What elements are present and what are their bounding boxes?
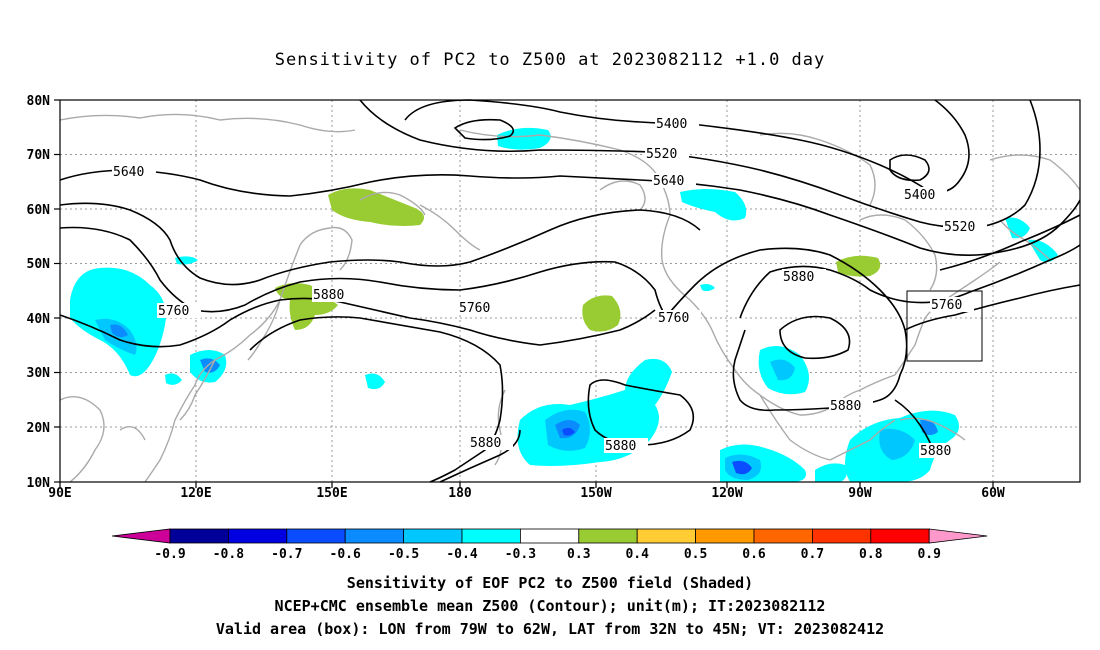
contour-label: 5880 <box>920 444 951 459</box>
lon-label: 120E <box>180 486 211 501</box>
lat-label: 20N <box>27 421 51 436</box>
colorbar-swatch <box>227 528 288 544</box>
latitude-labels: 80N 70N 60N 50N 40N 30N 20N 10N <box>27 94 51 491</box>
colorbar-label: -0.5 <box>388 547 419 562</box>
lat-label: 50N <box>27 257 51 272</box>
contour-label: 5640 <box>653 174 684 189</box>
colorbar-label: -0.9 <box>154 547 185 562</box>
colorbar-label: 0.9 <box>917 547 940 562</box>
contour-label: 5400 <box>904 188 935 203</box>
contour-label: 5520 <box>646 147 677 162</box>
colorbar-swatch <box>578 528 638 544</box>
colorbar-swatch <box>753 528 813 544</box>
colorbar-swatch <box>169 528 229 544</box>
caption-line-2: NCEP+CMC ensemble mean Z500 (Contour); u… <box>274 597 826 615</box>
colorbar-label: 0.4 <box>625 547 649 562</box>
contour-label: 5880 <box>313 288 344 303</box>
lon-label: 90W <box>848 486 872 501</box>
lat-label: 60N <box>27 203 51 218</box>
colorbar-left-arrow <box>111 528 171 544</box>
contour-label: 5520 <box>944 220 975 235</box>
colorbar-swatch <box>520 528 580 544</box>
lat-label: 80N <box>27 94 51 109</box>
colorbar-label: 0.5 <box>684 547 707 562</box>
lat-label: 30N <box>27 366 51 381</box>
colorbar-label: -0.4 <box>446 547 477 562</box>
colorbar-label: 0.7 <box>801 547 824 562</box>
lon-label: 150E <box>316 486 347 501</box>
colorbar-swatch <box>636 528 697 544</box>
contour-label-group: 5400 5520 5640 5400 5520 5640 5760 5880 … <box>112 116 987 459</box>
colorbar-label: -0.6 <box>330 547 361 562</box>
colorbar-swatch <box>812 528 872 544</box>
colorbar: -0.9 -0.8 -0.7 -0.6 -0.5 -0.4 -0.3 0.3 0.4 0.5 0.6… <box>111 528 988 562</box>
contour-label: 5880 <box>605 439 636 454</box>
contour-label: 5760 <box>158 304 189 319</box>
lat-label: 40N <box>27 312 51 327</box>
lon-label: 150W <box>580 486 611 501</box>
lon-label: 120W <box>711 486 742 501</box>
colorbar-label: 0.3 <box>567 547 590 562</box>
contour-label: 5640 <box>113 165 144 180</box>
sensitivity-shading <box>70 127 1058 482</box>
contour-label: 5400 <box>656 117 687 132</box>
colorbar-swatch <box>695 528 755 544</box>
colorbar-swatch <box>344 528 405 544</box>
coastlines <box>59 113 1081 483</box>
contour-label: 5760 <box>658 311 689 326</box>
colorbar-right-arrow <box>928 528 988 544</box>
colorbar-label: -0.8 <box>213 547 244 562</box>
colorbar-label: 0.6 <box>742 547 766 562</box>
longitude-labels: 90E 120E 150E 180 150W 120W 90W 60W <box>48 486 1005 501</box>
lon-label: 90E <box>48 486 71 501</box>
lat-label: 70N <box>27 148 51 163</box>
colorbar-swatch <box>461 528 521 544</box>
contour-label: 5880 <box>470 436 501 451</box>
axis-ticks <box>54 99 994 488</box>
colorbar-label: -0.3 <box>505 547 536 562</box>
colorbar-swatch <box>870 528 930 544</box>
chart-title: Sensitivity of PC2 to Z500 at 2023082112… <box>274 50 826 70</box>
caption-line-3: Valid area (box): LON from 79W to 62W, L… <box>215 620 885 638</box>
contour-label: 5880 <box>783 270 814 285</box>
colorbar-swatch <box>403 528 463 544</box>
colorbar-label: 0.8 <box>859 547 883 562</box>
colorbar-swatch <box>286 528 346 544</box>
colorbar-label: -0.7 <box>271 547 302 562</box>
valid-area-box <box>906 290 983 362</box>
z500-contours <box>59 99 1081 483</box>
lon-label: 60W <box>981 486 1005 501</box>
lon-label: 180 <box>448 486 472 501</box>
contour-label: 5760 <box>931 298 962 313</box>
map-frame <box>59 99 1081 483</box>
contour-label: 5880 <box>830 399 861 414</box>
caption-line-1: Sensitivity of EOF PC2 to Z500 field (Sh… <box>346 574 754 592</box>
contour-label: 5760 <box>459 301 490 316</box>
lat-label: 10N <box>27 476 51 491</box>
